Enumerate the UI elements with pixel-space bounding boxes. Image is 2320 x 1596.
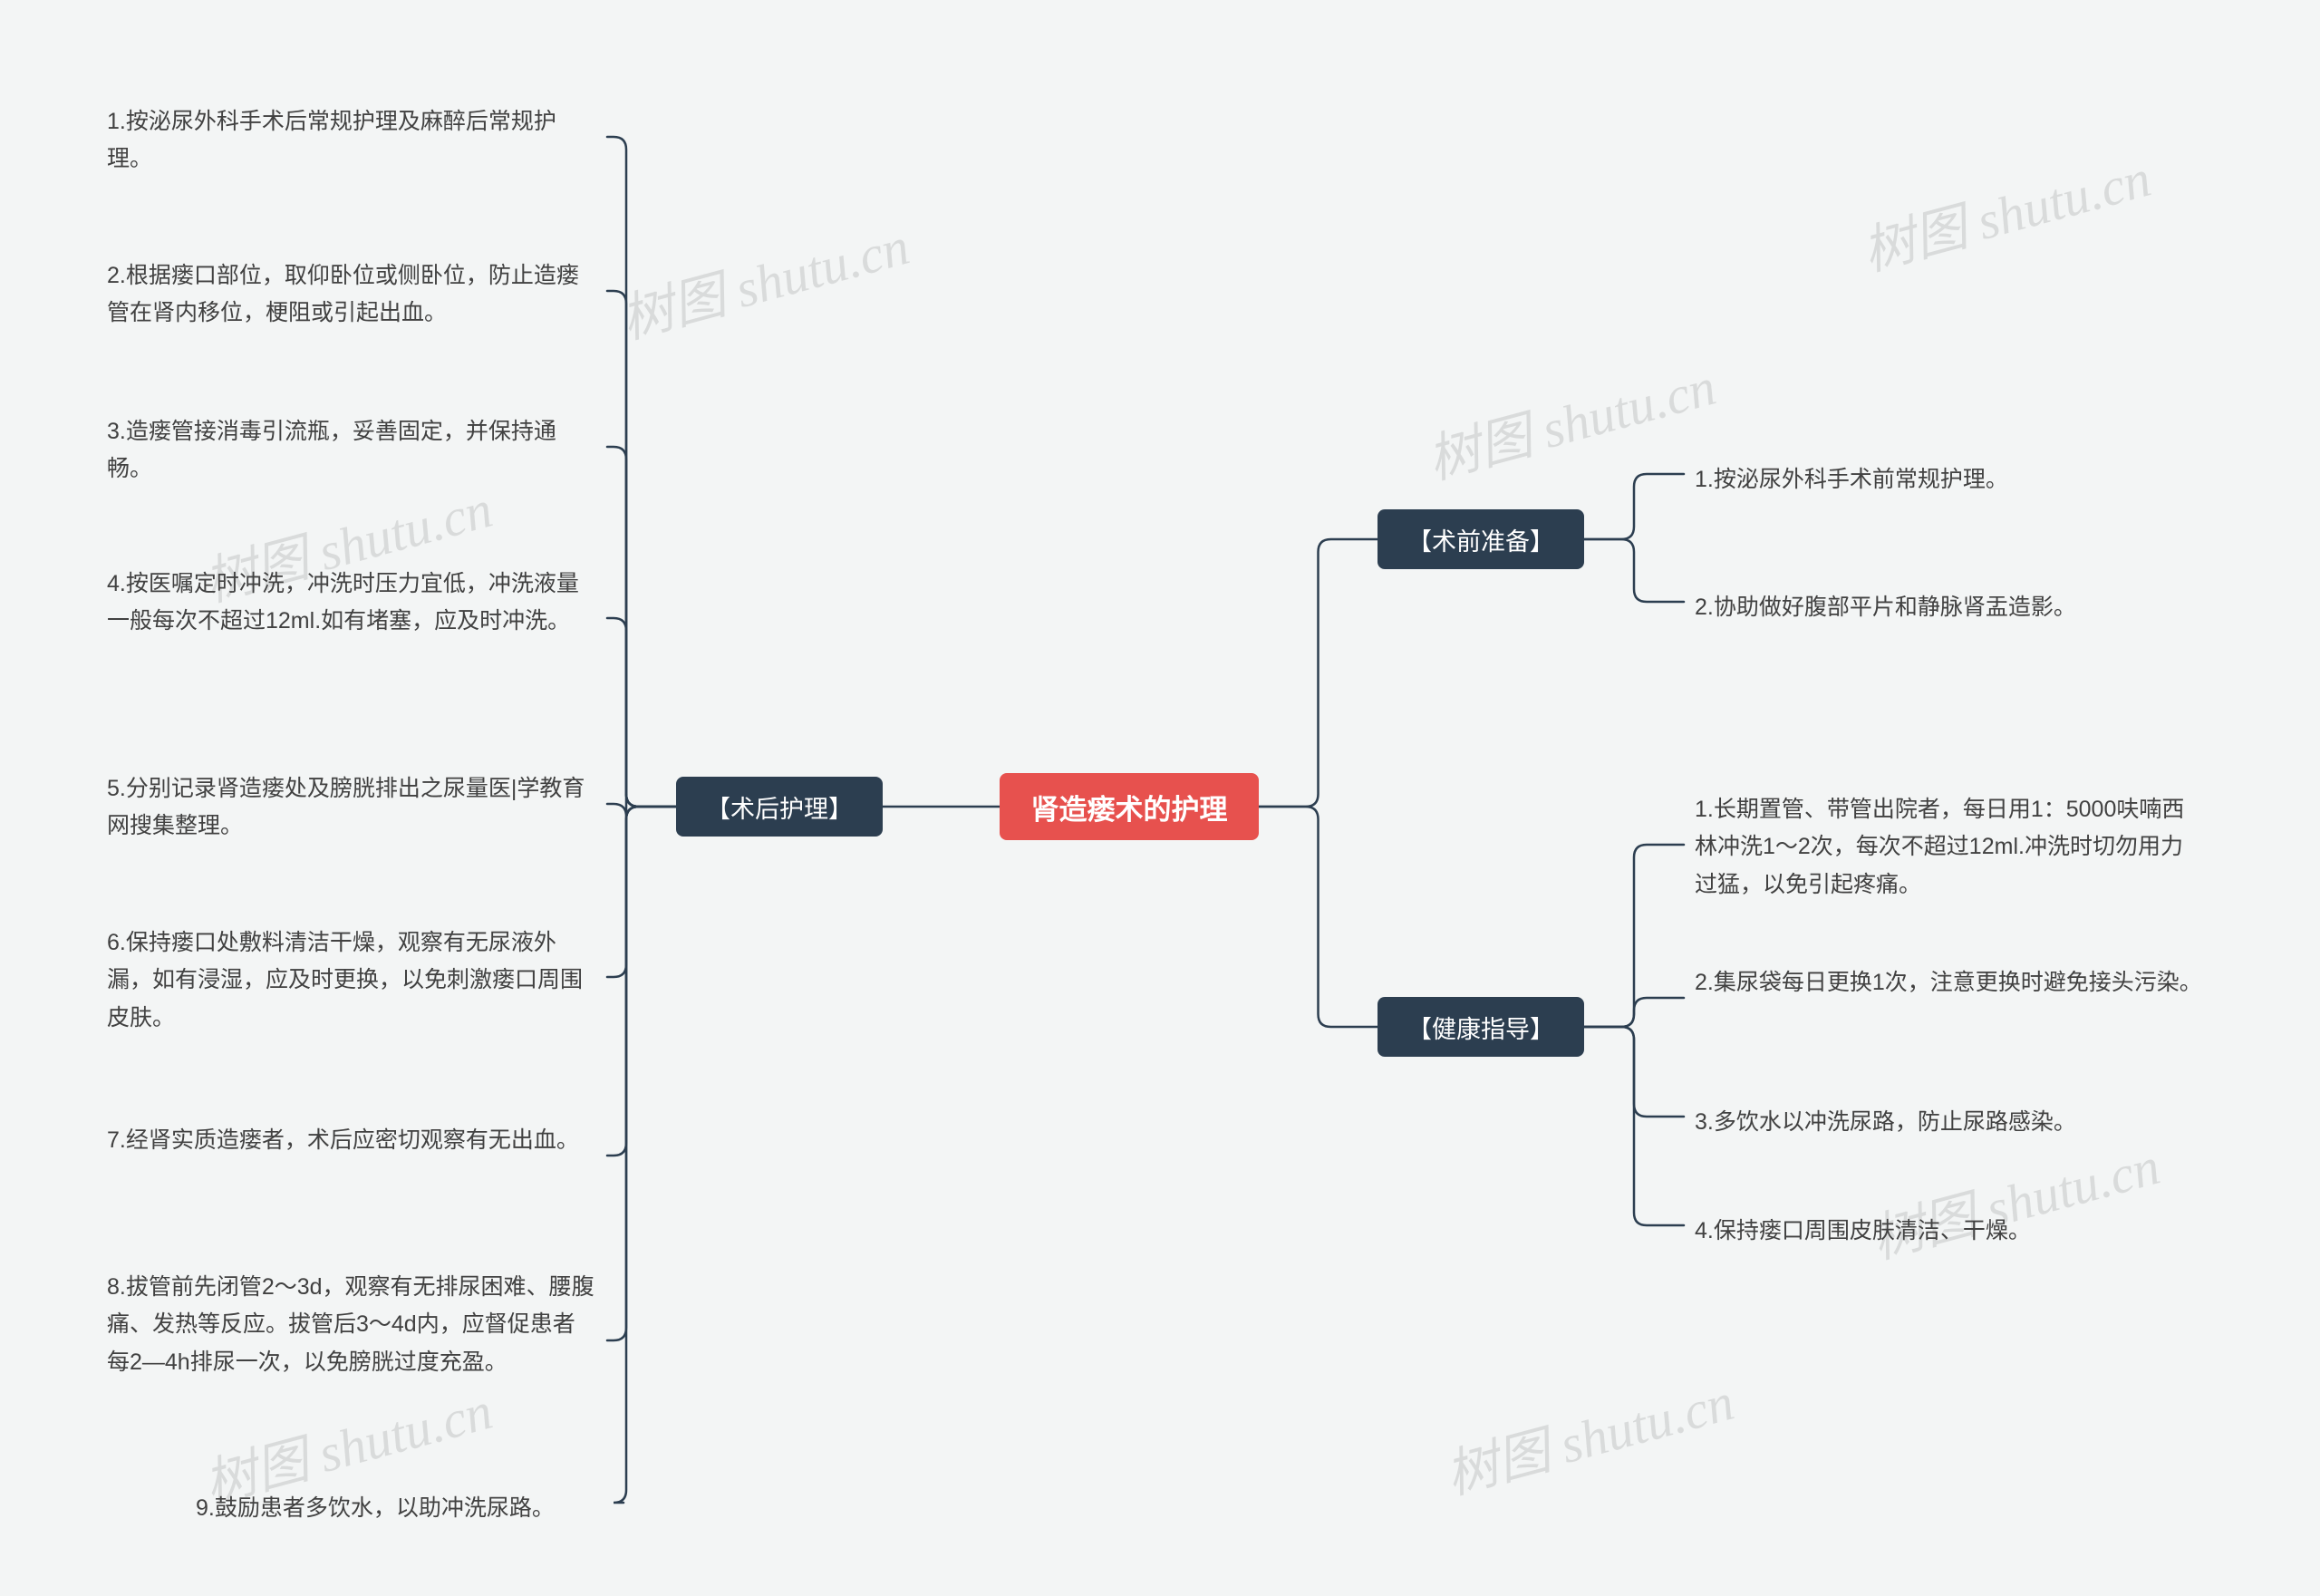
leaf-postop-4: 5.分别记录肾造瘘处及膀胱排出之尿量医|学教育网搜集整理。 xyxy=(107,767,596,849)
leaf-guide-0: 1.长期置管、带管出院者，每日用1：5000呋喃西林冲洗1～2次，每次不超过12… xyxy=(1695,788,2202,907)
watermark: 树图 shutu.cn xyxy=(612,203,916,353)
leaf-postop-6: 7.经肾实质造瘘者，术后应密切观察有无出血。 xyxy=(107,1118,596,1163)
watermark: 树图 shutu.cn xyxy=(1418,343,1723,493)
mindmap-canvas: 树图 shutu.cn 树图 shutu.cn 树图 shutu.cn 树图 shut… xyxy=(0,0,2320,1596)
leaf-preop-1: 2.协助做好腹部平片和静脉肾盂造影。 xyxy=(1695,585,2130,630)
leaf-preop-0: 1.按泌尿外科手术前常规护理。 xyxy=(1695,458,2075,502)
watermark: 树图 shutu.cn xyxy=(1853,135,2158,285)
leaf-postop-2: 3.造瘘管接消毒引流瓶，妥善固定，并保持通畅。 xyxy=(107,410,596,492)
root-label: 肾造瘘术的护理 xyxy=(1031,787,1228,827)
leaf-guide-1: 2.集尿袋每日更换1次，注意更换时避免接头污染。 xyxy=(1695,961,2202,1005)
branch-label: 【健康指导】 xyxy=(1407,1010,1554,1045)
leaf-postop-3: 4.按医嘱定时冲洗，冲洗时压力宜低，冲洗液量一般每次不超过12ml.如有堵塞，应… xyxy=(107,562,596,644)
watermark: 树图 shutu.cn xyxy=(1436,1359,1741,1508)
leaf-postop-0: 1.按泌尿外科手术后常规护理及麻醉后常规护理。 xyxy=(107,100,596,182)
branch-label: 【术前准备】 xyxy=(1407,522,1554,557)
leaf-postop-1: 2.根据瘘口部位，取仰卧位或侧卧位，防止造瘘管在肾内移位，梗阻或引起出血。 xyxy=(107,254,596,336)
leaf-postop-5: 6.保持瘘口处敷料清洁干燥，观察有无尿液外漏，如有浸湿，应及时更换，以免刺激瘘口… xyxy=(107,921,596,1040)
branch-preop: 【术前准备】 xyxy=(1378,509,1584,569)
leaf-postop-8: 9.鼓励患者多饮水，以助冲洗尿路。 xyxy=(196,1486,613,1531)
root-node: 肾造瘘术的护理 xyxy=(1000,773,1259,840)
leaf-guide-2: 3.多饮水以冲洗尿路，防止尿路感染。 xyxy=(1695,1100,2139,1145)
branch-guide: 【健康指导】 xyxy=(1378,997,1584,1057)
leaf-postop-7: 8.拔管前先闭管2～3d，观察有无排尿困难、腰腹痛、发热等反应。拔管后3～4d内… xyxy=(107,1265,596,1385)
leaf-guide-3: 4.保持瘘口周围皮肤清洁、干燥。 xyxy=(1695,1209,2084,1253)
branch-label: 【术后护理】 xyxy=(706,789,853,825)
branch-postop: 【术后护理】 xyxy=(676,777,883,837)
